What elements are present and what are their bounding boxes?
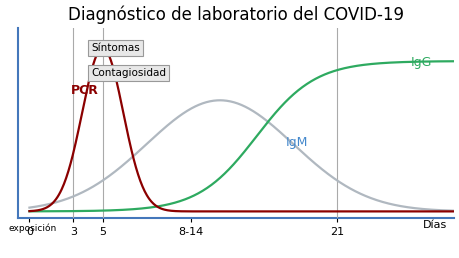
- Title: Diagnóstico de laboratorio del COVID-19: Diagnóstico de laboratorio del COVID-19: [68, 6, 403, 24]
- Text: Síntomas: Síntomas: [91, 43, 140, 53]
- Text: exposición: exposición: [8, 224, 56, 233]
- Text: IgM: IgM: [285, 136, 308, 149]
- Text: IgG: IgG: [409, 56, 431, 69]
- Text: Días: Días: [422, 220, 446, 230]
- Text: PCR: PCR: [70, 84, 98, 97]
- Text: Contagiosidad: Contagiosidad: [91, 68, 166, 78]
